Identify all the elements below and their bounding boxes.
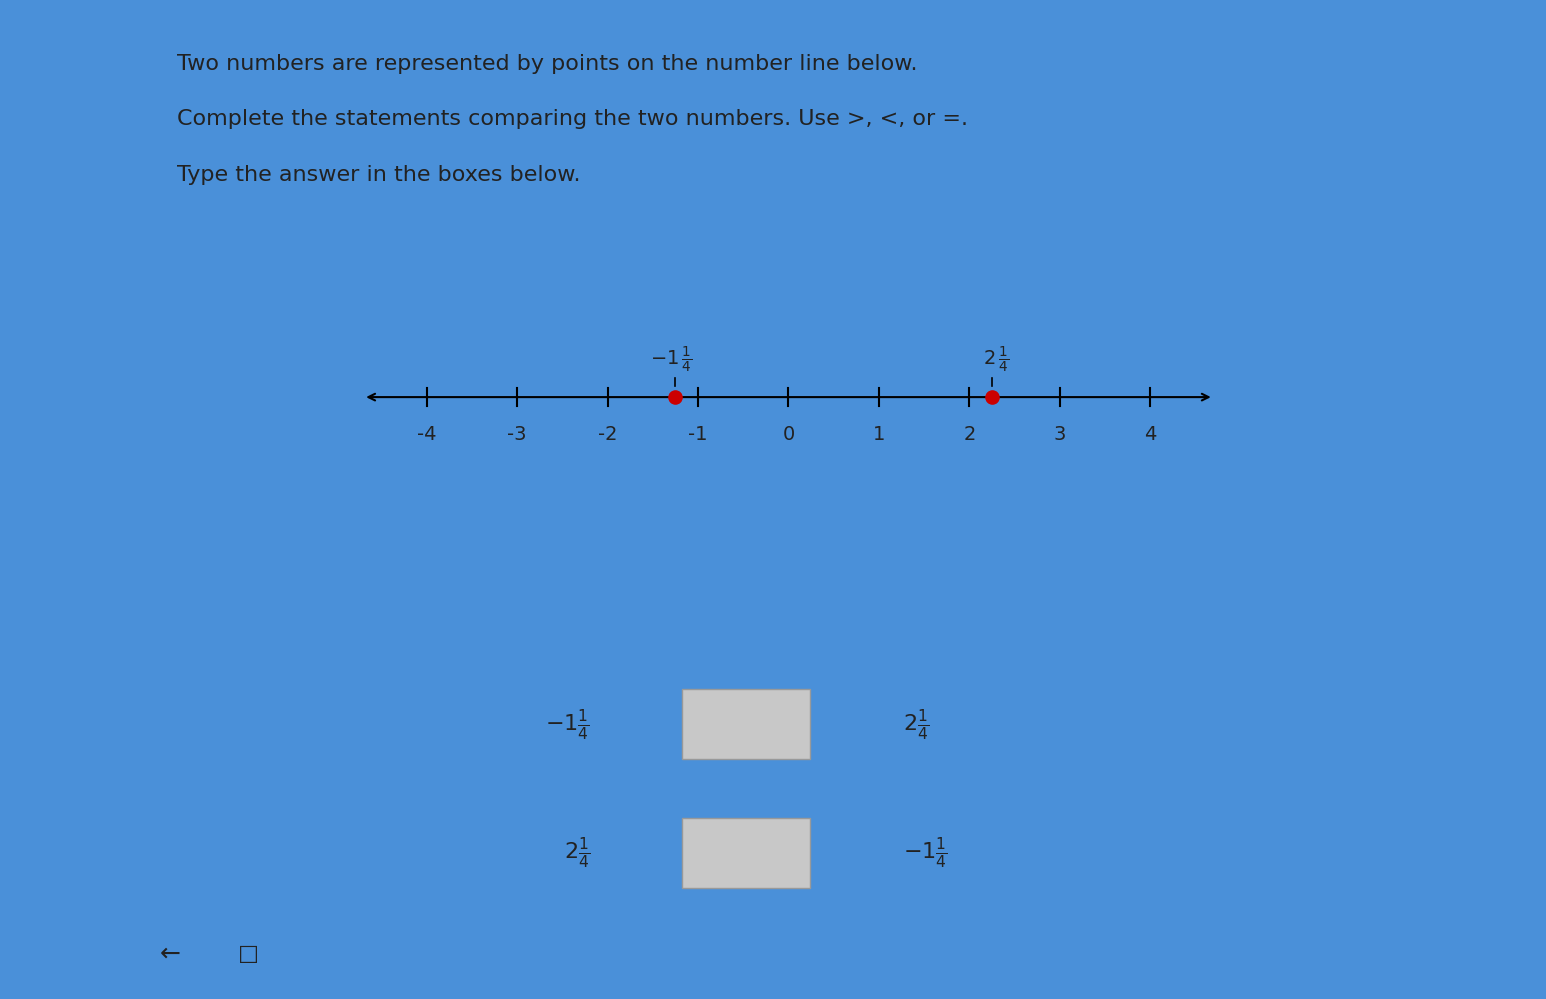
Text: $-1\frac{1}{4}$: $-1\frac{1}{4}$ bbox=[903, 835, 948, 870]
Text: $-1\frac{1}{4}$: $-1\frac{1}{4}$ bbox=[546, 706, 591, 741]
Text: Type the answer in the boxes below.: Type the answer in the boxes below. bbox=[178, 165, 581, 185]
Text: 1: 1 bbox=[873, 426, 886, 445]
Text: 2: 2 bbox=[963, 426, 976, 445]
FancyBboxPatch shape bbox=[682, 689, 810, 759]
Point bbox=[980, 389, 1005, 406]
Text: 4: 4 bbox=[1144, 426, 1156, 445]
FancyBboxPatch shape bbox=[682, 817, 810, 888]
Text: $2\frac{1}{4}$: $2\frac{1}{4}$ bbox=[564, 835, 591, 870]
Point bbox=[663, 389, 688, 406]
Text: -2: -2 bbox=[598, 426, 617, 445]
Text: 3: 3 bbox=[1054, 426, 1067, 445]
Text: -1: -1 bbox=[688, 426, 708, 445]
Text: $-1\,\mathdefault{\frac{1}{4}}$: $-1\,\mathdefault{\frac{1}{4}}$ bbox=[649, 346, 693, 376]
Text: □: □ bbox=[238, 944, 260, 964]
Text: -4: -4 bbox=[417, 426, 436, 445]
Text: -3: -3 bbox=[507, 426, 527, 445]
Text: Two numbers are represented by points on the number line below.: Two numbers are represented by points on… bbox=[178, 54, 918, 74]
Text: Complete the statements comparing the two numbers. Use >, <, or =.: Complete the statements comparing the tw… bbox=[178, 109, 968, 129]
Text: $2\,\mathdefault{\frac{1}{4}}$: $2\,\mathdefault{\frac{1}{4}}$ bbox=[983, 346, 1010, 376]
Text: ←: ← bbox=[159, 942, 181, 966]
Text: 0: 0 bbox=[782, 426, 795, 445]
Text: $2\frac{1}{4}$: $2\frac{1}{4}$ bbox=[903, 706, 929, 741]
